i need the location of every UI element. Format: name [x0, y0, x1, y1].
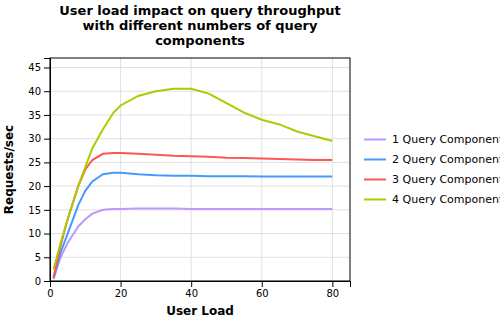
- title-line: with different numbers of query: [82, 18, 318, 33]
- y-tick-mark: [44, 186, 50, 187]
- y-tick: 15: [28, 205, 50, 216]
- y-tick-label: 45: [28, 62, 41, 73]
- y-tick-mark: [44, 67, 50, 68]
- y-tick-label: 10: [28, 228, 41, 239]
- x-axis-title: User Load: [166, 304, 234, 318]
- legend-label: 3 Query Components: [392, 173, 500, 186]
- y-tick-label: 35: [28, 110, 41, 121]
- y-tick-mark: [44, 234, 50, 235]
- grid-line-y: [50, 233, 350, 234]
- legend-swatch: [364, 199, 386, 201]
- grid-line-y: [50, 138, 350, 139]
- y-tick-label: 20: [28, 181, 41, 192]
- x-tick-mark: [121, 281, 122, 287]
- title-line: components: [155, 33, 245, 48]
- y-tick-mark: [44, 210, 50, 211]
- y-tick-label: 0: [35, 276, 41, 287]
- x-tick-mark: [191, 281, 192, 287]
- legend-item: 1 Query Component: [364, 133, 500, 146]
- x-tick-mark: [262, 281, 263, 287]
- y-tick: 5: [35, 252, 50, 263]
- series-line: [54, 173, 333, 279]
- legend-label: 1 Query Component: [392, 133, 500, 146]
- y-tick: 20: [28, 181, 50, 192]
- y-tick: 30: [28, 133, 50, 144]
- x-tick: 60: [256, 281, 269, 299]
- y-tick-label: 25: [28, 157, 41, 168]
- grid: [50, 58, 350, 281]
- legend-swatch: [364, 179, 386, 181]
- plot-frame: [50, 58, 350, 281]
- grid-line-y: [50, 67, 350, 68]
- title: User load impact on query throughputwith…: [59, 3, 340, 48]
- legend-item: 3 Query Components: [364, 173, 500, 186]
- y-axis-title: Requests/sec: [2, 125, 16, 214]
- plot: 0 20 40 60 80 0 5 10 15 20 25 30 35 40 45: [28, 58, 350, 299]
- y-tick-mark: [44, 115, 50, 116]
- legend-item: 4 Query Components: [364, 193, 500, 206]
- x-tick-mark: [332, 281, 333, 287]
- y-tick-mark: [44, 162, 50, 163]
- y-axis-domain: [44, 59, 51, 282]
- y-tick-mark: [44, 139, 50, 140]
- series-line: [54, 89, 333, 269]
- y-tick-label: 5: [35, 252, 41, 263]
- x-tick: 80: [326, 281, 339, 299]
- y-tick: 0: [35, 276, 50, 287]
- x-axis-domain: [51, 282, 351, 288]
- y-tick-label: 15: [28, 205, 41, 216]
- grid-line-x: [191, 58, 192, 281]
- x-axis: 0 20 40 60 80: [47, 281, 350, 299]
- y-tick: 45: [28, 62, 50, 73]
- x-tick-label: 20: [115, 288, 128, 299]
- legend-label: 2 Query Components: [392, 153, 500, 166]
- legend: 1 Query Component 2 Query Components 3 Que…: [364, 133, 500, 206]
- y-tick: 10: [28, 228, 50, 239]
- y-tick-mark: [44, 257, 50, 258]
- title-line: User load impact on query throughput: [59, 3, 340, 18]
- grid-line-y: [50, 186, 350, 187]
- legend-swatch: [364, 139, 386, 141]
- series-line: [54, 208, 333, 278]
- y-tick-label: 30: [28, 133, 41, 144]
- grid-line-y: [50, 114, 350, 115]
- grid-line-x: [261, 58, 262, 281]
- series-line: [54, 153, 333, 277]
- y-tick: 40: [28, 86, 50, 97]
- y-tick: 35: [28, 110, 50, 121]
- grid-line-y: [50, 162, 350, 163]
- legend-swatch: [364, 159, 386, 161]
- x-tick: 40: [185, 281, 198, 299]
- x-tick: 0: [47, 281, 53, 299]
- grid-line-y: [50, 257, 350, 258]
- y-tick-mark: [44, 281, 50, 282]
- lines: [54, 89, 333, 279]
- x-tick-label: 60: [256, 288, 269, 299]
- grid-line-x: [332, 58, 333, 281]
- grid-line-x: [120, 58, 121, 281]
- chart: 0 20 40 60 80 0 5 10 15 20 25 30 35 40 45 User Load Requ…: [0, 0, 500, 321]
- y-tick: 25: [28, 157, 50, 168]
- x-tick-label: 0: [47, 288, 53, 299]
- x-tick-label: 40: [185, 288, 198, 299]
- y-tick-mark: [44, 91, 50, 92]
- y-axis: 0 5 10 15 20 25 30 35 40 45: [28, 59, 50, 287]
- x-tick: 20: [115, 281, 128, 299]
- legend-label: 4 Query Components: [392, 193, 500, 206]
- y-tick-label: 40: [28, 86, 41, 97]
- legend-item: 2 Query Components: [364, 153, 500, 166]
- x-tick-label: 80: [326, 288, 339, 299]
